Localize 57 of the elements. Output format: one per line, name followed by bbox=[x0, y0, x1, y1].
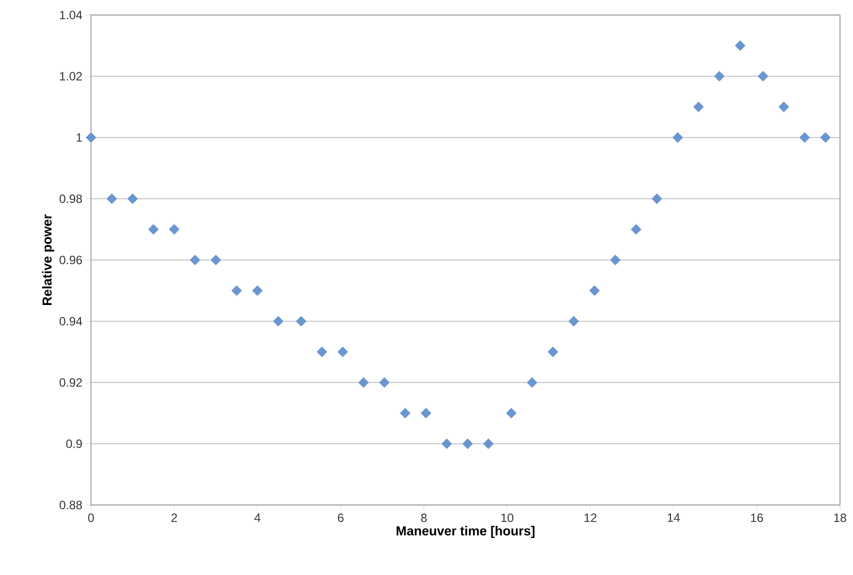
y-tick-label: 0.92 bbox=[60, 378, 82, 387]
point bbox=[778, 102, 790, 112]
point bbox=[568, 316, 579, 327]
y-axis-title: Relative power bbox=[42, 214, 54, 306]
point bbox=[400, 408, 410, 418]
point bbox=[337, 346, 348, 358]
point bbox=[693, 102, 704, 112]
x-tick-label: 12 bbox=[584, 514, 596, 522]
point bbox=[296, 316, 306, 327]
x-tick-label: 0 bbox=[88, 514, 94, 522]
point bbox=[420, 408, 432, 418]
point bbox=[630, 224, 642, 235]
x-tick-label: 4 bbox=[254, 514, 260, 522]
point bbox=[672, 132, 684, 143]
point bbox=[758, 70, 768, 82]
y-tick-label: 0.94 bbox=[60, 317, 82, 326]
point bbox=[506, 408, 517, 418]
y-tick-label: 1.04 bbox=[60, 10, 82, 20]
point bbox=[589, 285, 600, 296]
y-tick-label: 0.98 bbox=[60, 194, 82, 203]
point bbox=[252, 285, 263, 296]
point bbox=[483, 438, 494, 450]
point bbox=[441, 438, 452, 450]
point bbox=[462, 438, 473, 450]
y-tick-label: 0.96 bbox=[60, 256, 82, 264]
x-tick-label: 6 bbox=[338, 514, 344, 522]
point bbox=[86, 132, 96, 143]
point bbox=[379, 377, 390, 388]
point bbox=[106, 193, 118, 204]
y-tick-label: 1.02 bbox=[60, 72, 82, 80]
point bbox=[272, 316, 284, 327]
point bbox=[734, 40, 746, 51]
point bbox=[127, 193, 138, 204]
x-tick-label: 16 bbox=[751, 514, 763, 522]
y-tick-label: 0.88 bbox=[60, 500, 82, 510]
point bbox=[231, 285, 242, 296]
x-axis-title: Maneuver time [hours] bbox=[396, 526, 534, 538]
x-tick-label: 10 bbox=[501, 514, 514, 522]
point bbox=[820, 132, 831, 143]
point bbox=[610, 254, 621, 266]
point bbox=[168, 224, 180, 235]
point bbox=[526, 377, 538, 388]
point bbox=[652, 193, 662, 204]
point bbox=[190, 254, 200, 266]
point bbox=[548, 346, 558, 358]
point bbox=[148, 224, 159, 235]
point bbox=[210, 254, 222, 266]
x-tick-label: 14 bbox=[668, 514, 680, 522]
y-tick-label: 1 bbox=[76, 133, 82, 142]
x-tick-label: 8 bbox=[421, 514, 427, 522]
x-tick-label: 2 bbox=[171, 514, 177, 522]
x-tick-label: 18 bbox=[834, 514, 846, 522]
y-tick-label: 0.9 bbox=[66, 440, 82, 448]
point bbox=[358, 377, 369, 388]
point bbox=[799, 132, 810, 143]
point bbox=[316, 346, 328, 358]
point bbox=[714, 70, 725, 82]
